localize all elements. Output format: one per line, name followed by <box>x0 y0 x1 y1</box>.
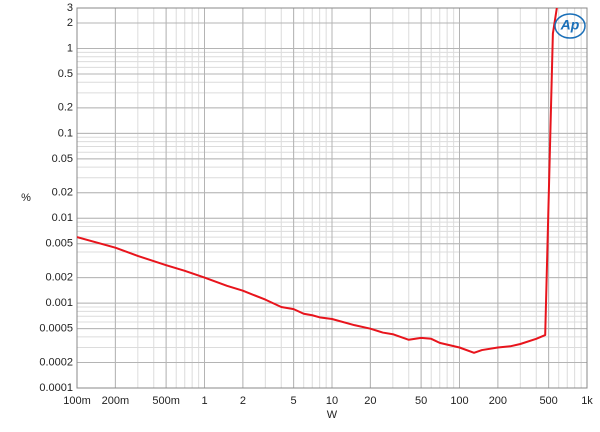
y-tick-label: 0.0001 <box>39 382 73 394</box>
x-tick-label: 200 <box>489 395 507 407</box>
y-tick-label: 2 <box>67 17 73 29</box>
plot-frame <box>76 7 588 389</box>
x-tick-label: 500m <box>152 395 180 407</box>
x-tick-label: 1k <box>581 395 593 407</box>
y-tick-label: 0.005 <box>45 238 73 250</box>
data-line <box>77 8 558 354</box>
y-tick-label: 0.02 <box>52 187 73 199</box>
y-tick-label: 0.2 <box>58 102 73 114</box>
x-tick-label: 5 <box>291 395 297 407</box>
y-axis-label: % <box>21 192 31 204</box>
x-tick-label: 2 <box>240 395 246 407</box>
logo: Ap <box>560 17 580 33</box>
logo-badge <box>554 13 586 39</box>
x-tick-label: 50 <box>415 395 427 407</box>
y-tick-label: 0.0002 <box>39 356 73 368</box>
y-tick-label: 0.0005 <box>39 323 73 335</box>
x-tick-label: 100 <box>450 395 468 407</box>
x-tick-label: 500 <box>539 395 557 407</box>
y-tick-label: 0.05 <box>52 153 73 165</box>
x-tick-label: 10 <box>326 395 338 407</box>
x-tick-label: 200m <box>102 395 130 407</box>
y-tick-label: 0.5 <box>58 68 73 80</box>
x-tick-label: 1 <box>201 395 207 407</box>
y-tick-label: 0.1 <box>58 127 73 139</box>
x-axis-label: W <box>327 409 338 421</box>
y-tick-label: 3 <box>67 2 73 14</box>
x-tick-label: 20 <box>364 395 376 407</box>
y-tick-label: 0.002 <box>45 271 73 283</box>
x-tick-label: 100m <box>63 395 91 407</box>
y-tick-label: 0.01 <box>52 212 73 224</box>
y-tick-label: 0.001 <box>45 297 73 309</box>
y-tick-label: 1 <box>67 42 73 54</box>
